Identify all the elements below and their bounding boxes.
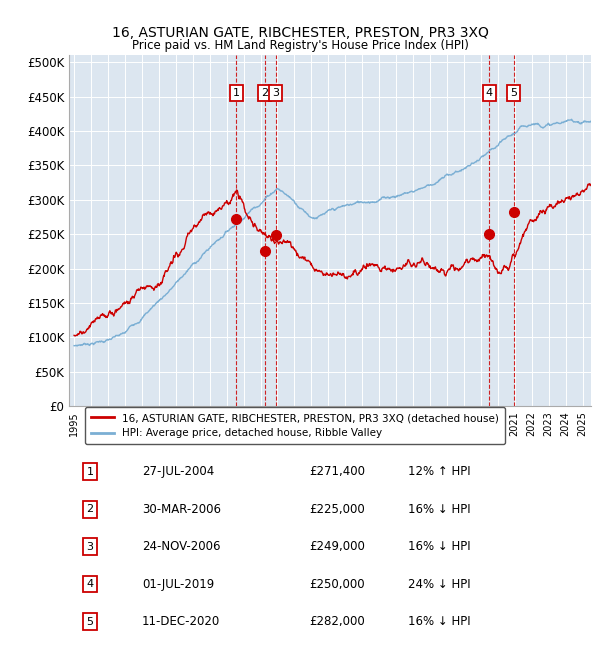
Text: 11-DEC-2020: 11-DEC-2020 xyxy=(142,615,220,628)
Text: 27-JUL-2004: 27-JUL-2004 xyxy=(142,465,214,478)
Text: 16% ↓ HPI: 16% ↓ HPI xyxy=(409,502,471,515)
Text: Price paid vs. HM Land Registry's House Price Index (HPI): Price paid vs. HM Land Registry's House … xyxy=(131,39,469,52)
Text: 5: 5 xyxy=(86,617,94,627)
Text: 1: 1 xyxy=(86,467,94,476)
Text: 3: 3 xyxy=(272,88,279,98)
Text: 16% ↓ HPI: 16% ↓ HPI xyxy=(409,615,471,628)
Text: 30-MAR-2006: 30-MAR-2006 xyxy=(142,502,221,515)
Text: 24-NOV-2006: 24-NOV-2006 xyxy=(142,540,221,553)
Text: 16, ASTURIAN GATE, RIBCHESTER, PRESTON, PR3 3XQ: 16, ASTURIAN GATE, RIBCHESTER, PRESTON, … xyxy=(112,26,488,40)
Text: 4: 4 xyxy=(486,88,493,98)
Text: 4: 4 xyxy=(86,579,94,589)
Text: 16% ↓ HPI: 16% ↓ HPI xyxy=(409,540,471,553)
Text: 24% ↓ HPI: 24% ↓ HPI xyxy=(409,578,471,591)
Text: 3: 3 xyxy=(86,541,94,552)
Text: 2: 2 xyxy=(261,88,268,98)
Text: 5: 5 xyxy=(511,88,517,98)
Text: £282,000: £282,000 xyxy=(309,615,365,628)
Text: £271,400: £271,400 xyxy=(309,465,365,478)
Text: £249,000: £249,000 xyxy=(309,540,365,553)
Legend: 16, ASTURIAN GATE, RIBCHESTER, PRESTON, PR3 3XQ (detached house), HPI: Average p: 16, ASTURIAN GATE, RIBCHESTER, PRESTON, … xyxy=(85,407,505,445)
Text: 12% ↑ HPI: 12% ↑ HPI xyxy=(409,465,471,478)
Text: 2: 2 xyxy=(86,504,94,514)
Text: 1: 1 xyxy=(233,88,240,98)
Text: £250,000: £250,000 xyxy=(309,578,365,591)
Text: 01-JUL-2019: 01-JUL-2019 xyxy=(142,578,214,591)
Text: £225,000: £225,000 xyxy=(309,502,365,515)
